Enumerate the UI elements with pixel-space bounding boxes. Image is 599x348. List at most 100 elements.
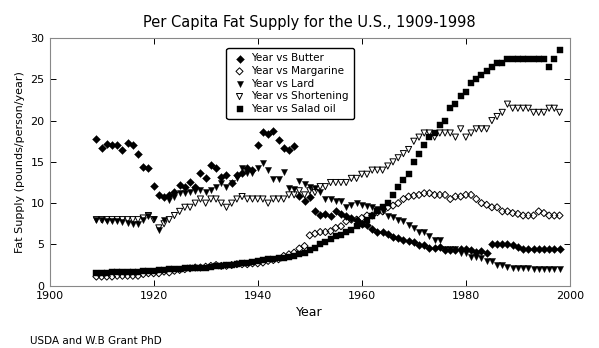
Year vs Margarine: [362, 213, 372, 218]
Year vs Salad oil: [305, 247, 314, 253]
Year vs Margarine: [170, 268, 179, 274]
Year vs Shortening: [388, 159, 398, 165]
Year vs Butter: [211, 166, 221, 171]
Year vs Margarine: [415, 192, 424, 198]
Year vs Butter: [450, 247, 460, 253]
Year vs Salad oil: [144, 268, 153, 274]
Year vs Shortening: [268, 196, 278, 202]
Year vs Salad oil: [170, 266, 179, 272]
Year vs Butter: [341, 214, 351, 219]
Year vs Lard: [357, 202, 367, 207]
Year vs Butter: [326, 213, 335, 218]
Year vs Lard: [295, 178, 304, 184]
Year vs Salad oil: [128, 269, 138, 275]
Year vs Butter: [440, 247, 450, 253]
Text: USDA and W.B Grant PhD: USDA and W.B Grant PhD: [30, 336, 162, 346]
Year vs Lard: [347, 202, 356, 207]
Year vs Lard: [159, 217, 169, 222]
Year vs Lard: [450, 246, 460, 251]
Year vs Salad oil: [341, 229, 351, 235]
Year vs Lard: [264, 167, 273, 173]
Year vs Margarine: [149, 270, 158, 276]
Year vs Butter: [388, 234, 398, 240]
Year vs Butter: [539, 246, 549, 251]
Year vs Margarine: [190, 265, 200, 270]
Year vs Shortening: [190, 200, 200, 206]
Year vs Butter: [92, 136, 101, 142]
Year vs Shortening: [211, 196, 221, 202]
Year vs Shortening: [357, 172, 367, 177]
Year vs Shortening: [362, 172, 372, 177]
Year vs Margarine: [378, 208, 388, 214]
Year vs Salad oil: [482, 68, 491, 74]
Year vs Salad oil: [524, 56, 533, 62]
Year vs Butter: [165, 192, 174, 198]
Year vs Shortening: [107, 217, 117, 222]
Year vs Butter: [513, 244, 523, 250]
Year vs Salad oil: [243, 260, 252, 265]
Year vs Lard: [487, 258, 497, 264]
Year vs Shortening: [237, 194, 247, 199]
Year vs Margarine: [471, 196, 481, 202]
Year vs Margarine: [196, 265, 205, 270]
Year vs Margarine: [123, 273, 132, 278]
Year vs Butter: [133, 152, 143, 157]
Year vs Salad oil: [102, 270, 111, 276]
Year vs Margarine: [367, 213, 377, 218]
Year vs Margarine: [232, 261, 241, 267]
Year vs Shortening: [471, 126, 481, 132]
Year vs Margarine: [102, 274, 111, 279]
Year vs Lard: [274, 176, 283, 182]
Year vs Margarine: [159, 269, 169, 275]
Year vs Shortening: [206, 196, 216, 202]
Year vs Lard: [524, 266, 533, 271]
Year vs Shortening: [450, 134, 460, 140]
Year vs Lard: [190, 188, 200, 193]
Year vs Shortening: [180, 205, 190, 210]
Year vs Margarine: [253, 261, 262, 266]
Year vs Margarine: [518, 213, 528, 218]
Year vs Lard: [170, 194, 179, 199]
Year vs Shortening: [383, 163, 392, 169]
Year vs Lard: [211, 184, 221, 189]
Year vs Lard: [440, 246, 450, 251]
Year vs Margarine: [383, 205, 392, 210]
Year vs Margarine: [138, 271, 148, 277]
Year vs Lard: [513, 265, 523, 270]
Year vs Margarine: [165, 270, 174, 275]
Year vs Butter: [113, 143, 122, 148]
Year vs Salad oil: [430, 130, 440, 136]
Year vs Salad oil: [113, 270, 122, 275]
Year vs Lard: [331, 199, 341, 204]
Year vs Salad oil: [289, 253, 299, 259]
Year vs Margarine: [508, 210, 518, 216]
Year vs Margarine: [216, 263, 226, 269]
Year vs Salad oil: [258, 257, 268, 263]
Year vs Lard: [300, 181, 309, 187]
Year vs Salad oil: [383, 200, 392, 206]
Year vs Margarine: [289, 250, 299, 255]
Year vs Butter: [352, 218, 361, 223]
Year vs Margarine: [549, 213, 559, 218]
Year vs Shortening: [398, 151, 408, 156]
Year vs Lard: [113, 219, 122, 224]
Year vs Salad oil: [237, 261, 247, 266]
Year vs Shortening: [534, 110, 543, 115]
Year vs Salad oil: [227, 262, 237, 268]
Year vs Butter: [305, 195, 314, 200]
Year vs Butter: [544, 246, 554, 251]
Year vs Shortening: [196, 196, 205, 202]
Year vs Butter: [503, 242, 512, 247]
Year vs Lard: [555, 266, 564, 272]
Year vs Margarine: [206, 263, 216, 269]
Year vs Butter: [487, 241, 497, 246]
Year vs Salad oil: [487, 64, 497, 70]
Year vs Salad oil: [456, 93, 465, 98]
Year vs Margarine: [357, 215, 367, 221]
Year vs Margarine: [310, 231, 320, 236]
Year vs Shortening: [175, 208, 184, 214]
Year vs Lard: [117, 219, 127, 225]
Year vs Salad oil: [264, 256, 273, 262]
Year vs Butter: [159, 194, 169, 199]
Year vs Butter: [216, 174, 226, 180]
